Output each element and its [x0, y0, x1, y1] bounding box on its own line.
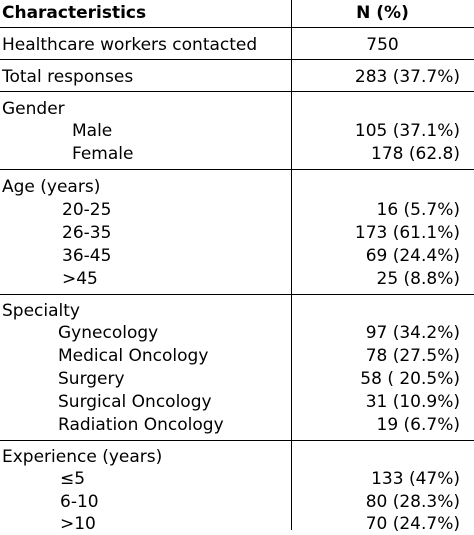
row-value-age-26-35: 173 (61.1%) — [354, 223, 460, 243]
header-n-percent: N (%) — [356, 3, 409, 23]
row-label-age-36-45: 36-45 — [62, 246, 112, 266]
row-divider — [0, 440, 474, 441]
row-label-exp-le-5: ≤5 — [60, 469, 86, 489]
section-title-gender: Gender — [2, 99, 65, 119]
row-label-contacted: Healthcare workers contacted — [2, 35, 258, 55]
section-title-age: Age (years) — [2, 177, 101, 197]
row-label-gynecology: Gynecology — [58, 323, 159, 343]
row-value-exp-over-10: 70 (24.7%) — [365, 514, 460, 534]
header-divider — [0, 27, 474, 28]
row-label-total: Total responses — [2, 67, 134, 87]
row-value-contacted: 750 — [366, 35, 399, 55]
row-label-age-over-45: >45 — [62, 269, 98, 289]
row-label-age-20-25: 20-25 — [62, 200, 112, 220]
row-label-surgery: Surgery — [58, 369, 125, 389]
row-label-exp-6-10: 6-10 — [60, 492, 99, 512]
row-divider — [0, 91, 474, 92]
row-label-radiation-oncology: Radiation Oncology — [58, 415, 224, 435]
column-divider — [291, 0, 292, 530]
row-value-male: 105 (37.1%) — [354, 121, 460, 141]
row-label-age-26-35: 26-35 — [62, 223, 112, 243]
row-label-male: Male — [72, 121, 113, 141]
row-value-surgical-oncology: 31 (10.9%) — [365, 392, 460, 412]
row-divider — [0, 294, 474, 295]
row-value-total: 283 (37.7%) — [354, 67, 460, 87]
section-title-experience: Experience (years) — [2, 447, 163, 467]
row-value-surgery: 58 ( 20.5%) — [360, 369, 460, 389]
header-characteristics: Characteristics — [2, 3, 147, 23]
row-value-medical-oncology: 78 (27.5%) — [365, 346, 460, 366]
row-label-medical-oncology: Medical Oncology — [58, 346, 209, 366]
row-divider — [0, 59, 474, 60]
row-value-age-over-45: 25 (8.8%) — [376, 269, 461, 289]
row-value-age-36-45: 69 (24.4%) — [365, 246, 460, 266]
section-title-specialty: Specialty — [2, 301, 80, 321]
row-value-exp-le-5: 133 (47%) — [371, 469, 460, 489]
row-value-radiation-oncology: 19 (6.7%) — [376, 415, 461, 435]
row-label-exp-over-10: >10 — [60, 514, 96, 534]
row-label-surgical-oncology: Surgical Oncology — [58, 392, 212, 412]
row-value-age-20-25: 16 (5.7%) — [376, 200, 461, 220]
row-value-exp-6-10: 80 (28.3%) — [365, 492, 460, 512]
row-value-female: 178 (62.8) — [371, 144, 460, 164]
row-label-female: Female — [72, 144, 134, 164]
row-divider — [0, 169, 474, 170]
row-value-gynecology: 97 (34.2%) — [365, 323, 460, 343]
